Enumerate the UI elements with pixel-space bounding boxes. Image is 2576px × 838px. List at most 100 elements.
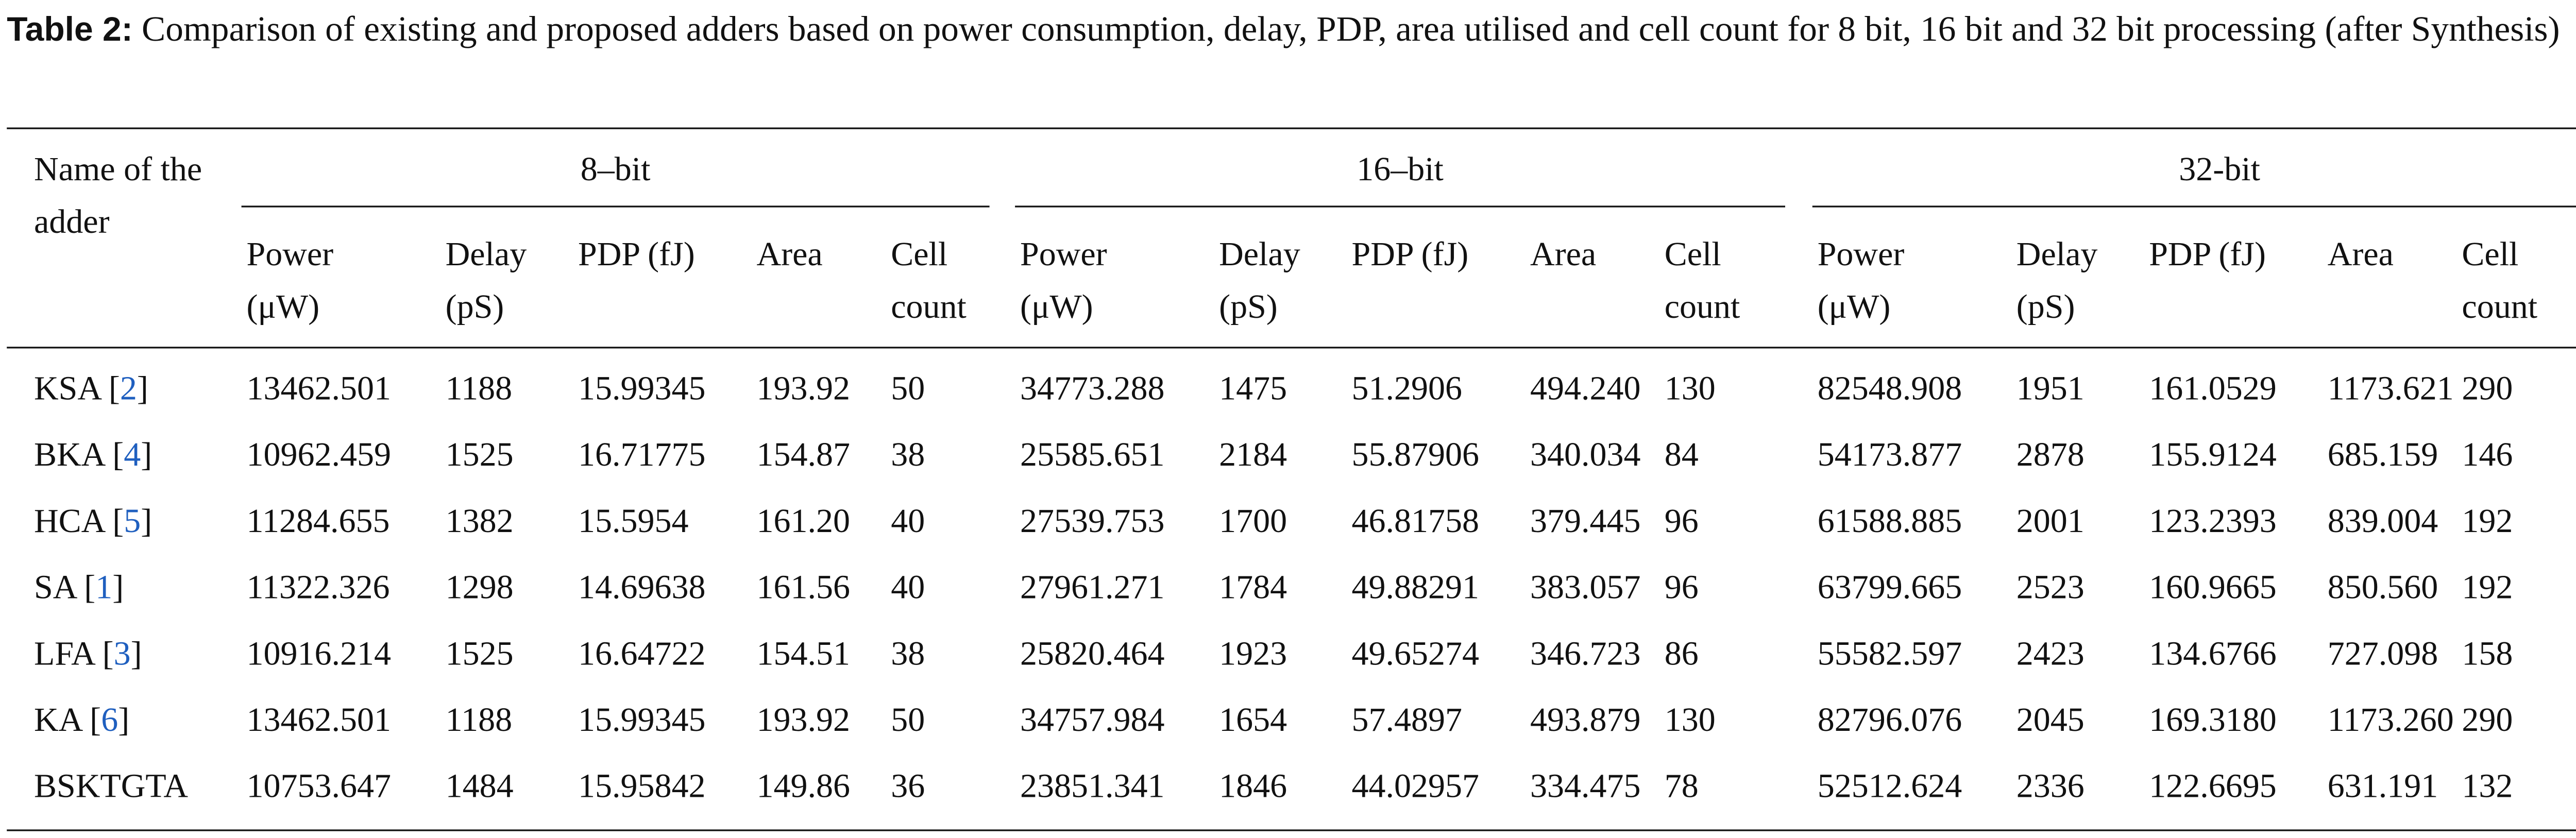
cell: 155.9124 <box>2149 437 2277 474</box>
cell: 27539.753 <box>1020 503 1165 541</box>
cell: 2423 <box>2016 636 2084 673</box>
cell: 161.0529 <box>2149 370 2277 408</box>
cell: 1923 <box>1219 636 1287 673</box>
column-header: Delay (pS) <box>445 236 527 327</box>
cell: 1298 <box>445 569 514 607</box>
corner-header: Name of the adder <box>34 151 202 242</box>
cell: 123.2393 <box>2149 503 2277 541</box>
cell: 132 <box>2462 768 2513 806</box>
cell: 154.87 <box>756 437 851 474</box>
column-header: Power (μW) <box>1817 236 1905 327</box>
cell: 122.6695 <box>2149 768 2277 806</box>
cell: 15.95842 <box>578 768 706 806</box>
row-label: SA [1] <box>34 562 124 615</box>
cell: 130 <box>1664 370 1716 408</box>
cell: 1188 <box>445 702 513 740</box>
row-label: HCA [5] <box>34 497 152 549</box>
cell: 15.5954 <box>578 503 689 541</box>
row-label-text: BSKTGTA <box>34 768 189 806</box>
cell: 57.4897 <box>1351 702 1463 740</box>
cell: 379.445 <box>1530 503 1641 541</box>
row-label: LFA [3] <box>34 629 142 681</box>
cell: 149.86 <box>756 768 851 806</box>
reference-link: 4 <box>124 437 141 474</box>
row-label-text: ] <box>137 370 148 408</box>
cell: 839.004 <box>2327 503 2438 541</box>
cell: 193.92 <box>756 702 851 740</box>
row-label: BKA [4] <box>34 430 152 483</box>
cell: 82796.076 <box>1817 702 1962 740</box>
cell: 11284.655 <box>246 503 390 541</box>
cell: 10753.647 <box>246 768 392 806</box>
header-rule <box>7 347 2576 349</box>
cell: 61588.885 <box>1817 503 1962 541</box>
caption-text: Comparison of existing and proposed adde… <box>142 8 2560 49</box>
column-header: Cell count <box>1664 236 1740 327</box>
cell: 15.99345 <box>578 370 706 408</box>
cell: 1846 <box>1219 768 1287 806</box>
cell: 1525 <box>445 636 514 673</box>
cell: 96 <box>1664 569 1699 607</box>
column-header: PDP (fJ) <box>2149 236 2266 274</box>
cell: 1951 <box>2016 370 2084 408</box>
cell: 161.56 <box>756 569 851 607</box>
row-label-text: ] <box>141 503 152 541</box>
caption: Table 2: Comparison of existing and prop… <box>7 5 2576 56</box>
cell: 727.098 <box>2327 636 2438 673</box>
cell: 49.88291 <box>1351 569 1480 607</box>
row-label-text: ] <box>118 702 130 740</box>
row-label-text: BKA [ <box>34 437 124 474</box>
cell: 86 <box>1664 636 1699 673</box>
cell: 55.87906 <box>1351 437 1480 474</box>
cell: 290 <box>2462 370 2513 408</box>
cell: 1784 <box>1219 569 1287 607</box>
cell: 2336 <box>2016 768 2084 806</box>
cell: 1173.621 <box>2327 370 2454 408</box>
cell: 631.191 <box>2327 768 2438 806</box>
column-header: Cell count <box>891 236 967 327</box>
cell: 50 <box>891 702 925 740</box>
cell: 1700 <box>1219 503 1287 541</box>
row-label-text: HCA [ <box>34 503 124 541</box>
cell: 38 <box>891 437 925 474</box>
cell: 13462.501 <box>246 702 392 740</box>
column-header: Power (μW) <box>246 236 334 327</box>
cell: 34773.288 <box>1020 370 1165 408</box>
cell: 44.02957 <box>1351 768 1480 806</box>
cell: 36 <box>891 768 925 806</box>
group-header: 8–bit <box>580 151 651 189</box>
row-label-text: SA [ <box>34 569 96 607</box>
cell: 192 <box>2462 569 2513 607</box>
reference-link: 1 <box>95 569 113 607</box>
cell: 192 <box>2462 503 2513 541</box>
cell: 16.71775 <box>578 437 706 474</box>
column-header: Delay (pS) <box>1219 236 1300 327</box>
reference-link: 3 <box>113 636 131 673</box>
row-label: KA [6] <box>34 695 129 748</box>
row-label: BSKTGTA <box>34 761 188 814</box>
cell: 346.723 <box>1530 636 1641 673</box>
cell: 23851.341 <box>1020 768 1165 806</box>
cell: 160.9665 <box>2149 569 2277 607</box>
cell: 40 <box>891 569 925 607</box>
row-label: KSA [2] <box>34 364 148 416</box>
cell: 78 <box>1664 768 1699 806</box>
cell: 2523 <box>2016 569 2084 607</box>
cell: 2045 <box>2016 702 2084 740</box>
cell: 1654 <box>1219 702 1287 740</box>
cell: 193.92 <box>756 370 851 408</box>
top-rule <box>7 127 2576 129</box>
cell: 1484 <box>445 768 514 806</box>
row-label-text: ] <box>112 569 124 607</box>
cell: 340.034 <box>1530 437 1641 474</box>
column-header: Area <box>2327 236 2394 274</box>
cell: 383.057 <box>1530 569 1641 607</box>
cell: 493.879 <box>1530 702 1641 740</box>
cell: 1525 <box>445 437 514 474</box>
reference-link: 6 <box>101 702 118 740</box>
group-rule <box>1015 206 1785 208</box>
column-header: Area <box>756 236 823 274</box>
cell: 49.65274 <box>1351 636 1480 673</box>
row-label-text: ] <box>130 636 142 673</box>
